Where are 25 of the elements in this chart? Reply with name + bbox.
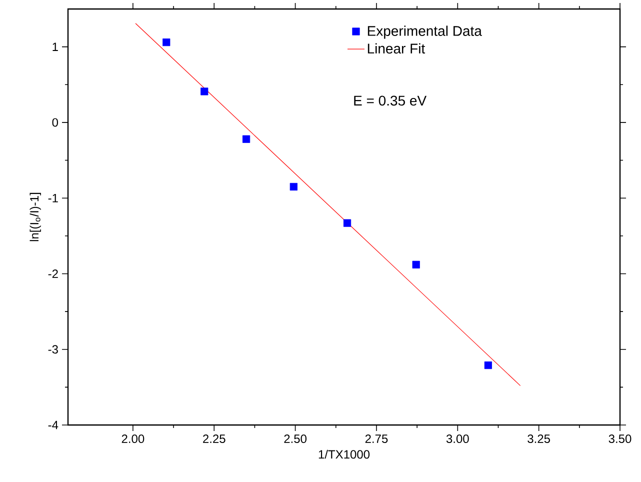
x-tick-label: 3.50 xyxy=(608,434,632,444)
point xyxy=(290,182,298,191)
point xyxy=(412,260,420,268)
x-tick-label: 2.75 xyxy=(365,434,388,444)
point xyxy=(162,38,170,46)
point xyxy=(484,361,492,370)
point xyxy=(343,219,352,227)
x-tick-label: 3.00 xyxy=(446,434,469,444)
x-tick-label: 2.00 xyxy=(122,434,144,444)
x-tick-label: 2.50 xyxy=(284,434,306,444)
y-tick-label: -4 xyxy=(48,420,58,430)
y-tick-label: -3 xyxy=(48,345,58,354)
x-axis-title: 1/TX1000 xyxy=(318,450,370,459)
annotation: E = 0.35 eV xyxy=(354,96,427,106)
legend-label: Linear Fit xyxy=(368,43,426,54)
y-tick-label: -1 xyxy=(48,194,58,202)
x-tick-label: 3.25 xyxy=(528,434,550,444)
point xyxy=(200,88,208,96)
point xyxy=(242,135,250,143)
y-axis-title: ln[(I$_{o}$/I)-1] xyxy=(30,192,41,242)
x-tick-label: 2.25 xyxy=(203,434,226,444)
y-tick-label: 0 xyxy=(52,118,58,127)
legend-label: Experimental Data xyxy=(368,26,482,39)
y-tick-label: 1 xyxy=(52,42,58,51)
y-tick-label: -2 xyxy=(48,270,58,278)
